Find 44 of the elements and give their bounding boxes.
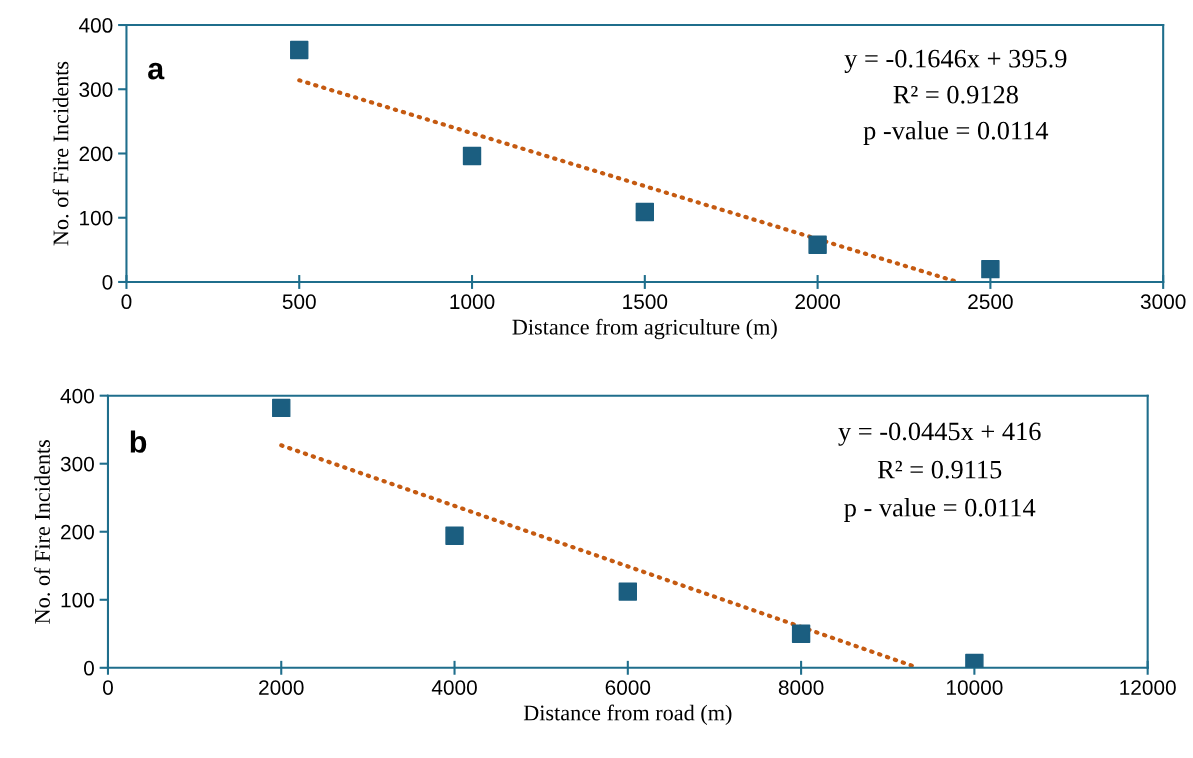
point	[618, 582, 638, 601]
x-tick-label: 1500	[623, 294, 668, 310]
y-tick-label: 400	[60, 388, 94, 404]
x-tick-label: 1000	[450, 294, 495, 310]
point	[445, 526, 464, 546]
y-axis-title: No. of Fire Incidents	[34, 439, 51, 624]
point	[272, 398, 291, 418]
y-axis-title: No. of Fire Incidents	[52, 61, 69, 246]
x-tick-label: 12000	[1120, 680, 1176, 695]
x-tick-label: 2500	[968, 294, 1013, 310]
point	[290, 40, 309, 60]
x-tick-label: 3000	[1140, 294, 1186, 310]
annotation: p - value = 0.0114	[844, 498, 1036, 522]
x-axis-title: Distance from road (m)	[523, 704, 732, 725]
point	[462, 146, 482, 166]
y-tick-label: 0	[102, 274, 113, 290]
annotation: p -value = 0.0114	[863, 120, 1049, 145]
x-tick-label: 10000	[947, 680, 1003, 695]
annotation: y = -0.0445x + 416	[838, 422, 1041, 446]
y-tick-label: 300	[60, 456, 94, 472]
text: b	[130, 430, 147, 453]
x-axis-title: Distance from agriculture (m)	[512, 318, 777, 340]
point	[981, 259, 1000, 279]
y-tick-label: 100	[61, 592, 94, 608]
text: a	[148, 62, 165, 80]
annotation: y = -0.1646x + 395.9	[844, 49, 1067, 73]
x-tick-label: 0	[121, 294, 132, 310]
point	[635, 202, 655, 222]
x-tick-label: 4000	[431, 680, 477, 695]
x-tick-label: 8000	[778, 680, 824, 695]
x-tick-label: 2000	[795, 294, 840, 310]
y-tick-label: 200	[61, 524, 94, 540]
y-tick-label: 200	[79, 146, 113, 162]
point	[791, 624, 811, 643]
y-tick-label: 300	[79, 82, 113, 98]
annotation: R² = 0.9128	[893, 85, 1018, 104]
point	[808, 235, 827, 254]
y-tick-label: 400	[78, 18, 113, 33]
x-tick-label: 2000	[259, 680, 304, 695]
y-tick-label: 0	[84, 660, 94, 676]
y-tick-label: 100	[80, 210, 113, 226]
x-tick-label: 500	[282, 294, 316, 310]
annotation: R² = 0.9115	[877, 460, 1002, 479]
x-tick-label: 6000	[605, 680, 651, 695]
